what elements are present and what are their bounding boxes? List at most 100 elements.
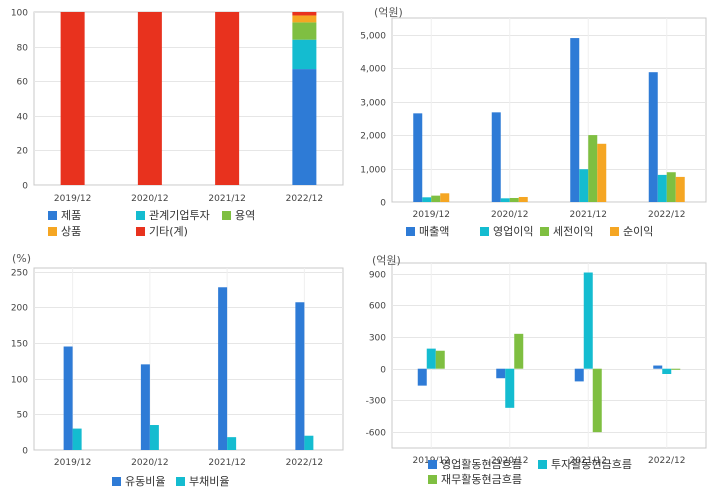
- chart-ratios-legend: 유동비율 부채비율: [0, 248, 360, 496]
- chart-income-unit: (억원): [374, 6, 403, 19]
- y-tick-label: 100: [11, 376, 28, 386]
- legend-swatch: [428, 474, 437, 484]
- y-tick-label: 600: [369, 302, 386, 312]
- chart-income-legend: 매출액 영업이익 세전이익 순이익: [360, 0, 720, 248]
- chart-ratios: 0 50 100 150 200 250 2019/12 2020/12 2021/12 2022…: [0, 248, 360, 496]
- bar: [514, 333, 524, 369]
- legend-item: 영업활동현금흐름: [428, 456, 522, 472]
- legend-label: 용역: [235, 209, 256, 222]
- chart-product-mix: 0 20 40 60 80 100 2019/12 2020/12 2021/12 2022/12…: [0, 0, 360, 248]
- legend-item: 관계기업투자: [136, 207, 210, 223]
- y-tick-label: 20: [17, 147, 29, 157]
- bar: [422, 197, 432, 202]
- bar: [583, 272, 593, 369]
- x-tick-label: 2021/12: [208, 194, 245, 204]
- y-tick-label: 300: [369, 334, 386, 344]
- legend-item: 용역: [222, 207, 255, 223]
- bar: [292, 22, 317, 40]
- bar: [63, 346, 73, 450]
- legend-item: 기타(계): [136, 223, 188, 239]
- legend-swatch: [176, 476, 185, 486]
- bar: [72, 428, 82, 450]
- bar: [657, 174, 667, 202]
- bar: [304, 435, 314, 450]
- legend-item: 순이익: [610, 223, 653, 239]
- chart-product-mix-svg: 0 20 40 60 80 100 2019/12 2020/12 2021/12 2022/12: [11, 9, 344, 204]
- legend-swatch: [48, 226, 57, 236]
- x-tick-label: 2022/12: [648, 210, 685, 220]
- y-tick-label: 5,000: [360, 32, 386, 42]
- plot-frame: [33, 267, 344, 451]
- bar: [435, 350, 445, 369]
- y-tick-label: 0: [22, 182, 28, 192]
- y-tick-label: 50: [17, 411, 29, 421]
- bar: [413, 113, 423, 202]
- legend-item: 재무활동현금흐름: [428, 471, 522, 487]
- bar: [292, 39, 317, 70]
- legend-label: 상품: [61, 225, 82, 238]
- y-tick-label: -300: [366, 397, 387, 407]
- bar: [597, 143, 607, 202]
- chart-income-svg: 0 1,000 2,000 3,000 4,000 5,000 2019/12 2020/12…: [360, 17, 707, 220]
- x-tick-label: 2021/12: [570, 456, 607, 466]
- bar: [295, 302, 305, 450]
- y-tick-label: 900: [369, 271, 386, 281]
- bar: [588, 135, 598, 202]
- y-tick-label: 60: [17, 78, 29, 88]
- y-tick-label: 0: [22, 447, 28, 457]
- bar: [140, 364, 150, 450]
- y-tick-label: 0: [380, 366, 386, 376]
- x-tick-label: 2021/12: [208, 458, 245, 468]
- legend-swatch: [538, 459, 547, 469]
- bar: [491, 112, 501, 202]
- bar: [648, 72, 658, 202]
- legend-label: 재무활동현금흐름: [441, 473, 522, 486]
- legend-item: 매출액: [406, 223, 449, 239]
- y-tick-label: 2,000: [360, 132, 386, 142]
- x-tick-label: 2020/12: [131, 194, 168, 204]
- bar: [292, 12, 317, 16]
- bar: [518, 196, 528, 202]
- legend-swatch: [48, 210, 57, 220]
- legend-swatch: [222, 210, 231, 220]
- bar: [671, 368, 681, 370]
- y-tick-label: 150: [11, 340, 28, 350]
- bar: [509, 197, 519, 202]
- legend-item: 영업이익: [480, 223, 533, 239]
- bar: [505, 368, 515, 408]
- x-tick-label: 2019/12: [54, 458, 91, 468]
- legend-item: 유동비율: [112, 473, 165, 489]
- bar: [496, 368, 506, 379]
- bar: [215, 12, 240, 185]
- y-tick-label: 100: [11, 9, 28, 19]
- chart-ratios-svg: 0 50 100 150 200 250 2019/12 2020/12 2021/12 2022…: [11, 267, 344, 468]
- y-tick-label: 4,000: [360, 65, 386, 75]
- x-tick-label: 2022/12: [286, 194, 323, 204]
- bar: [666, 172, 676, 202]
- chart-income: 0 1,000 2,000 3,000 4,000 5,000 2019/12 2020/12…: [360, 0, 720, 248]
- bar: [500, 198, 510, 202]
- legend-item: 상품: [48, 223, 81, 239]
- legend-item: 제품: [48, 207, 81, 223]
- legend-swatch: [480, 226, 489, 236]
- legend-label: 부채비율: [189, 475, 230, 488]
- chart-ratios-unit: (%): [12, 252, 32, 265]
- bar: [431, 195, 441, 202]
- bar: [137, 12, 162, 185]
- bar: [675, 176, 685, 202]
- bar: [440, 193, 450, 202]
- legend-label: 매출액: [419, 225, 450, 238]
- chart-cashflow-unit: (억원): [372, 254, 401, 267]
- bar: [570, 38, 580, 203]
- bar: [292, 15, 317, 23]
- bar: [653, 365, 663, 369]
- legend-swatch: [136, 226, 145, 236]
- y-tick-label: 80: [17, 44, 29, 54]
- legend-swatch: [610, 226, 619, 236]
- legend-item: 투자활동현금흐름: [538, 456, 632, 472]
- x-tick-label: 2020/12: [131, 458, 168, 468]
- bar: [218, 287, 228, 450]
- legend-swatch: [540, 226, 549, 236]
- x-tick-label: 2019/12: [54, 194, 91, 204]
